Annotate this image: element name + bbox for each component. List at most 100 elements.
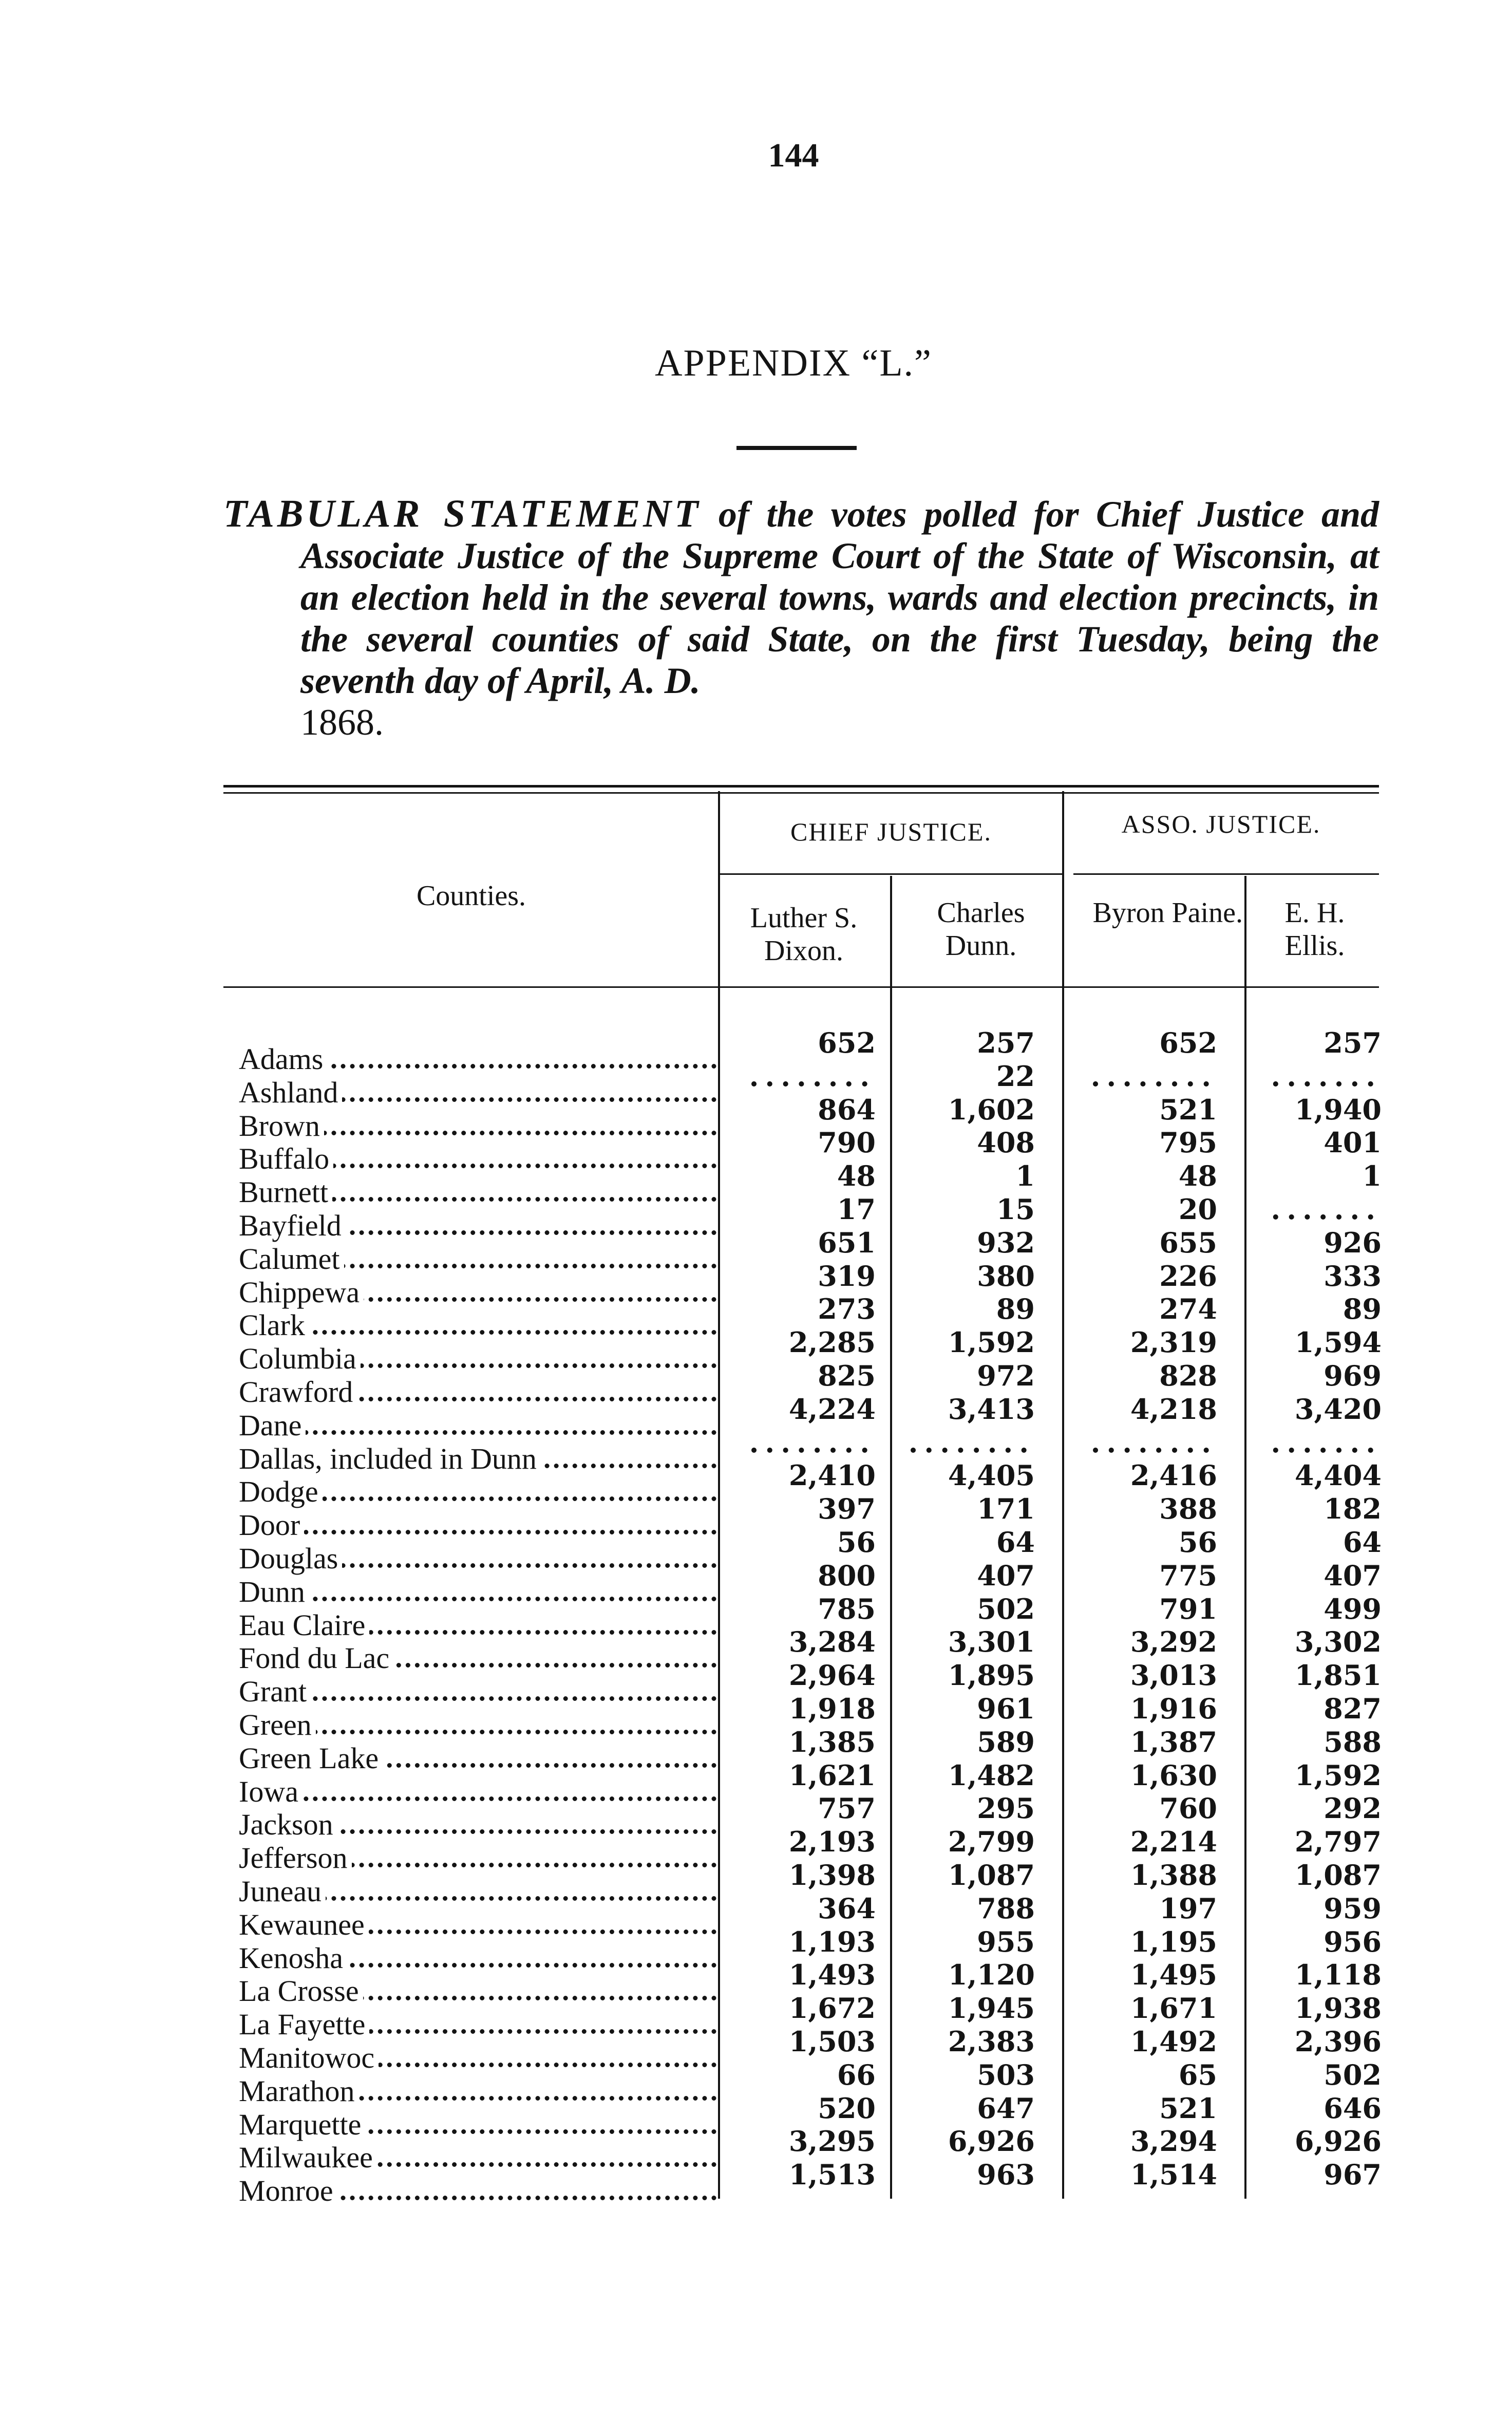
- votes-dunn: 64: [996, 1525, 1035, 1559]
- votes-paine: 775: [1159, 1559, 1217, 1592]
- votes-dixon: 4,224: [788, 1392, 876, 1426]
- table-row: Monroe 1,513 963 1,514 967: [239, 2158, 1384, 2208]
- dot-leader: [239, 1896, 716, 1901]
- county-label: Buffalo: [239, 1142, 334, 1176]
- dot-leader: [239, 1663, 716, 1668]
- county-name: Marquette: [239, 2108, 716, 2141]
- dot-leader: [239, 1396, 716, 1401]
- table-row: Burnett 48 1 48 1: [239, 1159, 1384, 1209]
- table-row: Jefferson 2,193 2,799 2,214 2,797: [239, 1825, 1384, 1875]
- table-row: Dallas, included in Dunn................…: [239, 1426, 1384, 1476]
- votes-paine: 1,671: [1130, 1992, 1217, 2025]
- column-divider: [1244, 876, 1246, 2199]
- group-rule: [719, 873, 1063, 875]
- county-label: Adams: [239, 1043, 328, 1076]
- header-dixon: Luther S. Dixon.: [750, 902, 858, 967]
- votes-paine: 760: [1159, 1792, 1217, 1825]
- county-name: Manitowoc: [239, 2041, 716, 2074]
- dot-leader: [239, 1097, 716, 1102]
- votes-dixon: 652: [818, 1026, 876, 1059]
- votes-dunn: 1,602: [948, 1093, 1035, 1126]
- votes-dixon: 2,964: [788, 1659, 876, 1692]
- votes-dunn: ........: [908, 1426, 1035, 1459]
- votes-ellis: 1,087: [1294, 1858, 1382, 1891]
- votes-dixon: ........: [749, 1059, 876, 1093]
- table-row: Clark 273 89 274 89: [239, 1293, 1384, 1342]
- county-name: Eau Claire: [239, 1608, 716, 1642]
- county-label: Monroe: [239, 2175, 337, 2208]
- votes-dixon: 1,398: [788, 1858, 876, 1891]
- dot-leader: [239, 1996, 716, 2001]
- table-row: Green 1,918 961 1,916 827: [239, 1692, 1384, 1742]
- caption-lead: TABULAR STATEMENT: [223, 492, 702, 535]
- votes-dunn: 2,799: [948, 1825, 1035, 1859]
- votes-dixon: 56: [837, 1525, 876, 1559]
- votes-paine: 2,214: [1130, 1825, 1217, 1859]
- table-row: Calumet 651 932 655 926: [239, 1226, 1384, 1276]
- votes-dunn: 2,383: [948, 2025, 1035, 2058]
- table-row: Dane 4,224 3,413 4,218 3,420: [239, 1393, 1384, 1443]
- votes-paine: 1,495: [1130, 1958, 1217, 1992]
- votes-ellis: 1,851: [1294, 1659, 1382, 1692]
- votes-dunn: 955: [977, 1925, 1035, 1958]
- votes-ellis: 1: [1362, 1159, 1382, 1193]
- table-row: Kewaunee 364 788 197 959: [239, 1892, 1384, 1942]
- county-name: Bayfield: [239, 1209, 716, 1242]
- county-label: Kewaunee: [239, 1908, 369, 1941]
- votes-ellis: 333: [1324, 1259, 1382, 1293]
- double-rule-top: [223, 785, 1379, 788]
- votes-ellis: 2,797: [1294, 1825, 1382, 1859]
- county-name: Grant: [239, 1675, 716, 1709]
- votes-paine: 2,319: [1130, 1326, 1217, 1359]
- county-name: Fond du Lac: [239, 1642, 716, 1675]
- votes-dixon: ........: [749, 1426, 876, 1459]
- votes-paine: 521: [1159, 1093, 1217, 1126]
- votes-dixon: 790: [818, 1126, 876, 1159]
- votes-dunn: 589: [977, 1725, 1035, 1758]
- votes-ellis: 407: [1324, 1559, 1382, 1592]
- votes-dixon: 1,193: [788, 1925, 876, 1958]
- dot-leader: [239, 1829, 716, 1834]
- votes-dunn: 503: [977, 2058, 1035, 2091]
- column-divider: [1062, 791, 1064, 2199]
- votes-dunn: 89: [996, 1293, 1035, 1326]
- votes-ellis: 1,940: [1294, 1093, 1382, 1126]
- table-row: Chippewa 319 380 226 333: [239, 1260, 1384, 1309]
- votes-dixon: 1,493: [788, 1958, 876, 1992]
- votes-paine: 791: [1159, 1592, 1217, 1625]
- votes-ellis: 969: [1324, 1359, 1382, 1392]
- double-rule-bottom: [223, 792, 1379, 794]
- caption-text: of the votes polled for Chief Justice an…: [300, 494, 1379, 701]
- votes-ellis: 64: [1343, 1525, 1382, 1559]
- county-label: Fond du Lac: [239, 1642, 394, 1675]
- dot-leader: [239, 1796, 716, 1801]
- dot-leader: [239, 2129, 716, 2134]
- county-name: La Fayette: [239, 2008, 716, 2041]
- votes-dunn: 932: [977, 1226, 1035, 1259]
- votes-dixon: 3,295: [788, 2125, 876, 2158]
- votes-ellis: 6,926: [1294, 2125, 1382, 2158]
- votes-dixon: 800: [818, 1559, 876, 1592]
- votes-dixon: 397: [818, 1492, 876, 1526]
- votes-paine: 274: [1159, 1293, 1217, 1326]
- county-name: Juneau: [239, 1875, 716, 1908]
- table-row: Ashland........ 22...............: [239, 1060, 1384, 1110]
- county-name: Monroe: [239, 2175, 716, 2208]
- votes-ellis: 956: [1324, 1925, 1382, 1958]
- county-name: Columbia: [239, 1342, 716, 1376]
- county-label: Douglas: [239, 1542, 343, 1575]
- dot-leader: [239, 1929, 716, 1934]
- table-row: La Crosse 1,493 1,120 1,495 1,118: [239, 1958, 1384, 2008]
- county-label: Dunn: [239, 1575, 309, 1608]
- votes-ellis: 292: [1324, 1792, 1382, 1825]
- dot-leader: [239, 1596, 716, 1601]
- votes-paine: 652: [1159, 1026, 1217, 1059]
- county-label: Dodge: [239, 1475, 323, 1509]
- table-row: Bayfield 17 15 20.......: [239, 1193, 1384, 1243]
- votes-paine: 3,013: [1130, 1659, 1217, 1692]
- votes-ellis: 502: [1324, 2058, 1382, 2091]
- group-rule: [1073, 873, 1379, 875]
- votes-dunn: 3,413: [948, 1392, 1035, 1426]
- votes-ellis: 1,592: [1294, 1758, 1382, 1792]
- votes-paine: 20: [1178, 1192, 1217, 1226]
